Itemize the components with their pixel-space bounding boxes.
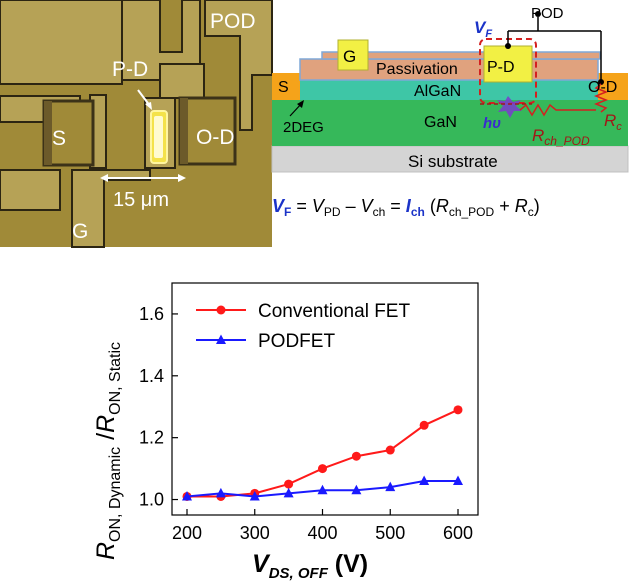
schem-label-rch: Rch_POD (532, 126, 590, 148)
micro-label-s: S (52, 127, 66, 150)
od-contact (598, 73, 628, 100)
schem-label-passivation: Passivation (376, 61, 458, 78)
x-tick-label: 600 (443, 523, 473, 543)
micro-label-g: G (72, 220, 88, 243)
x-tick-label: 500 (375, 523, 405, 543)
schem-label-algan: AlGaN (414, 83, 461, 100)
data-point (318, 464, 327, 474)
emission-burst (497, 96, 522, 118)
data-point (453, 475, 463, 485)
micro-label-od: O-D (196, 126, 235, 149)
schem-label-si: Si substrate (408, 152, 498, 171)
equation: VF = VPD – Vch = Ich (Rch_POD + Rc) (272, 196, 540, 219)
data-point (215, 487, 226, 498)
y-axis-label: RON, Dynamic /RON, Static (92, 342, 124, 560)
x-tick-label: 200 (172, 523, 202, 543)
schem-label-vf: VF (474, 18, 492, 40)
schem-label-2deg: 2DEG (283, 119, 324, 136)
data-point (351, 451, 361, 461)
x-tick-label: 300 (240, 523, 270, 543)
data-point (283, 487, 294, 498)
source-pad (42, 99, 95, 167)
y-tick-label: 1.4 (139, 366, 164, 386)
data-point (453, 405, 463, 415)
schem-label-hv: hυ (483, 115, 501, 132)
rch-resistor (519, 103, 596, 117)
gate-electrode (337, 39, 369, 71)
y-tick-label: 1.2 (139, 428, 164, 448)
data-point (284, 479, 294, 489)
data-point (182, 490, 192, 501)
x-tick-label: 400 (307, 523, 337, 543)
legend-label: Conventional FET (258, 301, 410, 322)
micro-label-pd: P-D (112, 58, 148, 81)
data-point (317, 484, 328, 495)
schem-label-g: G (343, 47, 356, 66)
schem-label-pd: P-D (487, 59, 515, 76)
legend-marker (216, 334, 226, 344)
schem-label-s: S (278, 79, 289, 96)
source-contact (272, 73, 300, 100)
data-point (419, 420, 429, 430)
data-point (249, 490, 260, 501)
data-point (385, 481, 396, 492)
algan-layer (300, 80, 602, 100)
data-point (385, 445, 395, 455)
micro-scale-label: 15 μm (113, 189, 169, 211)
y-tick-label: 1.6 (139, 304, 164, 324)
y-tick-label: 1.0 (139, 490, 164, 510)
pod-terminal (535, 11, 541, 17)
schem-label-pod: POD (531, 5, 564, 22)
schem-label-od: O-D (588, 79, 617, 96)
gan-layer (272, 100, 628, 146)
schem-label-rc: Rc (604, 111, 622, 133)
micro-label-pod: POD (210, 10, 256, 33)
schem-label-gan: GaN (424, 114, 457, 131)
legend-marker (216, 305, 226, 315)
plot-frame (171, 282, 479, 516)
legend-label: PODFET (258, 331, 335, 352)
series-line-0 (187, 408, 459, 498)
data-point (419, 475, 430, 485)
rc-resistor (593, 83, 609, 113)
data-point (351, 484, 362, 495)
x-axis-label: VDS, OFF (V) (252, 550, 368, 582)
p-drain-electrode (483, 45, 533, 83)
